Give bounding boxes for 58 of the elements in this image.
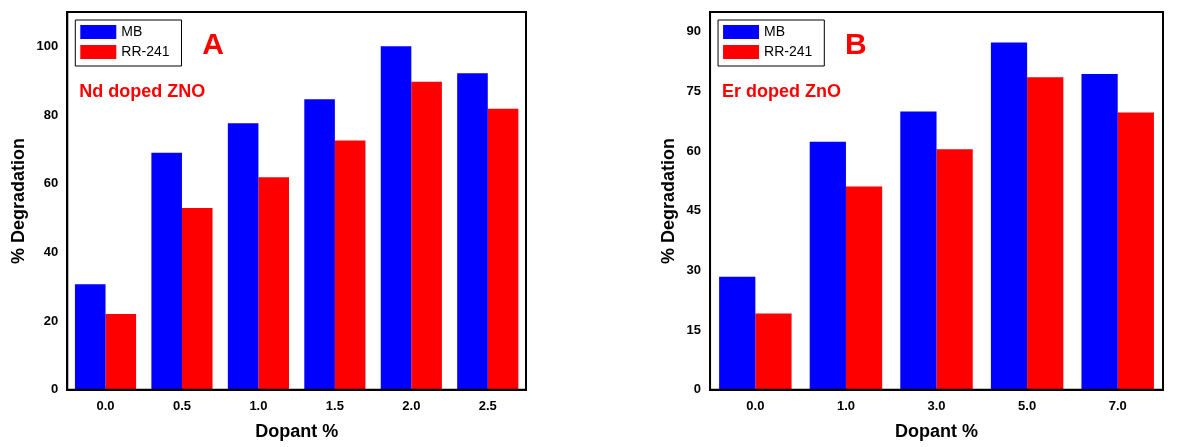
y-tick-label: 40 [43,244,59,259]
bar [304,99,335,390]
x-tick-label: 1.0 [249,398,268,414]
bar [990,42,1028,390]
bar [74,284,106,390]
bar [457,73,488,390]
bar [380,46,412,390]
bar [900,111,937,390]
x-tick-label: 0.5 [172,398,192,414]
y-tick-label: 30 [686,262,702,278]
x-tick-label: 0.0 [96,398,115,414]
x-axis-title: Dopant % [255,421,339,442]
y-tick-label: 75 [686,83,702,99]
legend-label: RR-241 [121,42,170,59]
y-tick-label: 90 [686,23,702,39]
y-tick-label: 15 [686,321,702,337]
bar [1117,112,1154,390]
bar [809,141,846,390]
x-tick-label: 1.5 [325,398,344,414]
bar [719,276,756,390]
bar [1027,77,1064,390]
x-tick-label: 7.0 [1108,398,1127,414]
x-tick-label: 2.0 [402,398,421,414]
y-tick-label: 20 [43,312,59,328]
x-axis-title: Dopant % [895,421,979,442]
y-tick-label: 100 [36,37,59,53]
bar [845,186,883,390]
bar [334,140,366,390]
annotation: Er doped ZnO [722,80,842,101]
y-tick-label: 60 [686,142,702,158]
bar [487,108,519,390]
y-tick-label: 0 [693,381,702,397]
annotation: B [845,27,867,61]
legend-label: RR-241 [764,42,813,59]
y-tick-label: 80 [43,106,59,122]
x-tick-label: 5.0 [1018,398,1037,414]
y-tick-label: 60 [43,175,59,191]
annotation: A [202,27,224,61]
bar [411,81,442,390]
y-axis-title: % Degradation [7,137,28,264]
bar [258,177,289,390]
bar [936,149,973,390]
legend-label: MB [764,22,786,39]
x-tick-label: 2.5 [478,398,497,414]
bar [105,313,137,390]
bar [227,123,259,390]
y-axis-title: % Degradation [657,137,678,264]
annotation: Nd doped ZNO [79,80,206,101]
bar [151,152,182,390]
x-tick-label: 1.0 [836,398,855,414]
bar [1081,74,1118,390]
bar [181,208,213,390]
bar [755,313,792,390]
y-tick-label: 45 [686,202,702,218]
legend-label: MB [121,22,143,39]
y-tick-label: 0 [51,381,59,397]
x-tick-label: 3.0 [927,398,946,414]
x-tick-label: 0.0 [746,398,765,414]
